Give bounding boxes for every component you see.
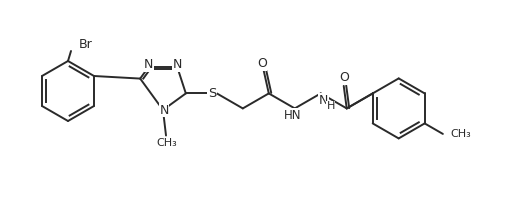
- Text: S: S: [208, 87, 216, 100]
- Text: Br: Br: [79, 38, 93, 52]
- Text: HN: HN: [284, 109, 302, 122]
- Text: O: O: [339, 71, 348, 84]
- Text: N: N: [319, 94, 328, 107]
- Text: N: N: [172, 58, 182, 71]
- Text: H: H: [326, 101, 335, 111]
- Text: N: N: [159, 103, 169, 116]
- Text: CH₃: CH₃: [451, 129, 472, 139]
- Text: CH₃: CH₃: [157, 139, 177, 148]
- Text: N: N: [144, 58, 154, 71]
- Text: O: O: [257, 58, 267, 70]
